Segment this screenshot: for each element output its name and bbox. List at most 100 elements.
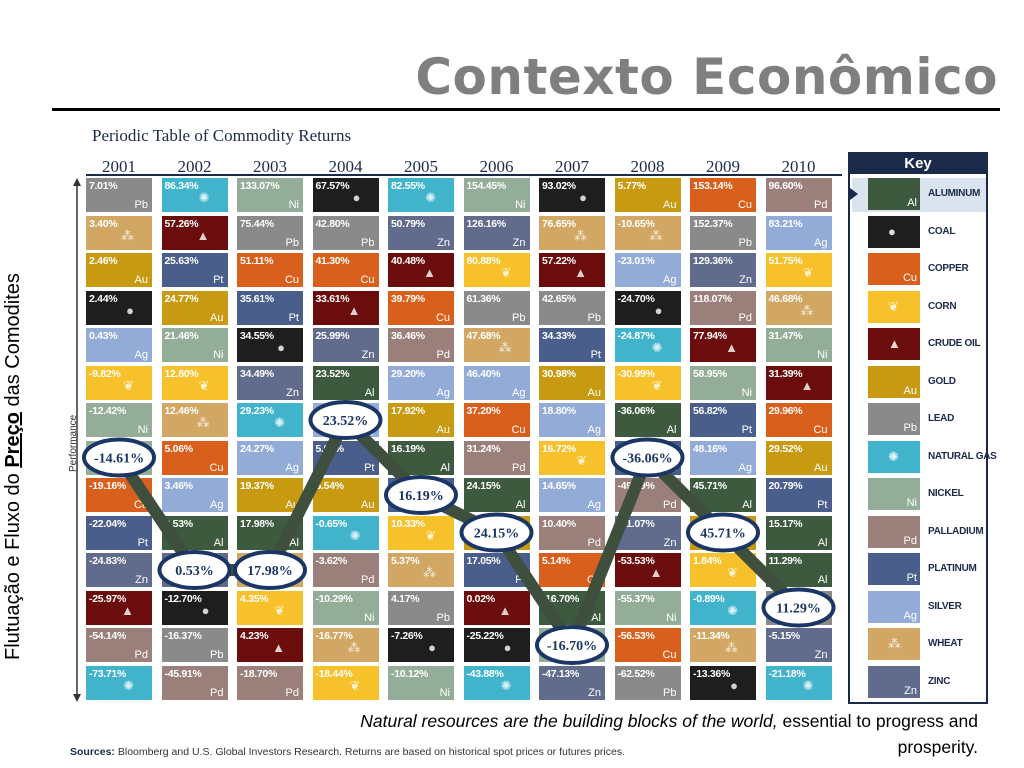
cell-value: -16.37% xyxy=(164,630,202,642)
commodity-cell: 10.33% ❦ xyxy=(388,515,454,550)
commodity-cell: 29.52% Au xyxy=(765,440,832,475)
cell-value: -5.15% xyxy=(768,630,801,642)
cell-value: 12.46% xyxy=(164,405,199,417)
commodity-cell: 77.94% ▲ xyxy=(690,328,756,362)
commodity-cell: 42.80% Pb xyxy=(312,215,379,250)
year-label: 2005 xyxy=(404,157,438,176)
cell-symbol: Zn xyxy=(814,649,828,661)
key-swatch: Zn xyxy=(868,665,920,698)
wheat-icon: ⁂ xyxy=(498,340,512,355)
cell-symbol: Pt xyxy=(741,424,752,436)
commodity-cell: -55.37% Ni xyxy=(614,590,681,625)
year-label: 2006 xyxy=(479,157,514,176)
commodity-cell: 31.39% ▲ xyxy=(765,365,832,400)
corn-icon: ❦ xyxy=(802,265,814,280)
key-swatch: Pb xyxy=(868,403,920,435)
cell-value: -9.82% xyxy=(89,367,121,380)
cell-value: -55.37% xyxy=(617,592,655,605)
cell-value: -13.36% xyxy=(693,667,731,680)
cell-value: -21.18% xyxy=(768,667,806,680)
cell-symbol: Al xyxy=(364,386,375,399)
cell-value: -43.88% xyxy=(466,667,504,680)
commodity-cell: 31.24% Pd xyxy=(463,440,530,475)
cell-value: 10.40% xyxy=(542,517,576,530)
cell-value: 17.05% xyxy=(466,555,501,567)
cell-value: 19.37% xyxy=(240,480,274,492)
highlight-point-label: 16.19% xyxy=(398,489,444,504)
flame-icon: ✺ xyxy=(802,677,814,693)
highlight-point xyxy=(233,550,307,590)
flame-icon: ✺ xyxy=(888,448,899,464)
commodity-cell: 118.07% Pd xyxy=(690,290,756,325)
cell-symbol: Pd xyxy=(587,536,601,549)
oil-drop-icon: ▲ xyxy=(272,640,285,655)
cell-value: 10.33% xyxy=(391,517,425,530)
cell-value: 29.20% xyxy=(391,367,425,380)
cell-symbol: Pd xyxy=(814,199,828,211)
commodity-cell: 96.60% Pd xyxy=(765,178,832,212)
key-swatch: Al xyxy=(868,178,920,210)
commodity-cell: -0.89% ✺ xyxy=(690,590,756,625)
cell-symbol: Au xyxy=(663,199,677,211)
cell-symbol: Al xyxy=(817,574,828,586)
cell-value: -53.53% xyxy=(617,555,655,567)
commodity-cell: 80.88% ❦ xyxy=(463,253,530,287)
commodity-cell: 20.79% Pt xyxy=(765,478,832,512)
cell-value: -25.97% xyxy=(89,592,127,605)
cell-value: -36.06% xyxy=(617,405,655,417)
commodity-cell: 12.80% ❦ xyxy=(161,365,228,400)
cell-value: 133.07% xyxy=(240,180,280,192)
cell-value: -25.22% xyxy=(466,630,504,642)
commodity-cell: -12.70% ● xyxy=(161,590,228,625)
commodity-cell: -9.82% ❦ xyxy=(86,365,152,400)
cell-value: -7.26% xyxy=(391,630,423,642)
key-symbol: Pb xyxy=(903,422,917,434)
wheat-icon: ⁂ xyxy=(574,227,587,243)
cell-value: -18.70% xyxy=(240,667,278,680)
commodity-cell: 10.40% Pd xyxy=(539,515,605,550)
year-label: 2010 xyxy=(781,157,816,176)
cell-symbol: Zn xyxy=(361,349,375,361)
key-name: NICKEL xyxy=(928,488,964,499)
cell-symbol: Al xyxy=(591,611,601,624)
cell-symbol: Ag xyxy=(663,274,677,286)
highlight-point xyxy=(384,475,458,515)
commodity-cell: 152.37% Pb xyxy=(690,215,756,250)
tagline: Natural resources are the building block… xyxy=(278,708,978,760)
highlight-series-line xyxy=(114,414,803,651)
year-label: 2003 xyxy=(253,157,287,176)
commodity-cell: 58.95% Ni xyxy=(690,365,756,400)
commodity-cell: 153.14% Cu xyxy=(690,178,756,212)
commodity-cell: 75.44% Pb xyxy=(237,215,303,250)
commodity-cell: 21.46% Ni xyxy=(161,328,228,362)
cell-value: 2.46% xyxy=(89,255,118,267)
cell-value: -16.70% xyxy=(542,592,580,605)
coal-icon: ● xyxy=(579,190,587,205)
cell-value: 57.26% xyxy=(164,217,199,230)
key-name: SILVER xyxy=(928,600,962,612)
cell-value: 51.11% xyxy=(240,255,274,267)
commodity-cell: -62.52% Pb xyxy=(614,665,681,700)
highlight-point-label: -36.06% xyxy=(622,452,672,467)
highlight-point xyxy=(308,400,383,440)
cell-value: 29.96% xyxy=(768,405,803,417)
cell-symbol: Ag xyxy=(814,236,828,249)
cell-value: -24.83% xyxy=(89,555,127,567)
cell-symbol: Pb xyxy=(134,199,148,211)
commodity-cell: 4.23% ▲ xyxy=(237,628,303,662)
cell-value: 12.80% xyxy=(164,367,199,380)
slide-title: Contexto Econômico xyxy=(415,48,998,106)
key-swatch: Ag xyxy=(868,590,920,623)
key-name: NATURAL GAS xyxy=(928,450,997,462)
cell-symbol: Cu xyxy=(813,424,828,436)
commodity-cell: 30.98% Au xyxy=(539,365,605,400)
coal-icon: ● xyxy=(126,302,134,318)
cell-value: 4.17% xyxy=(391,592,420,605)
commodity-cell: -18.44% ❦ xyxy=(312,665,379,700)
cell-value: -30.99% xyxy=(617,367,655,380)
cell-value: 1.84% xyxy=(693,555,722,567)
sources-note: Sources: Bloomberg and U.S. Global Inves… xyxy=(70,746,625,758)
highlight-point-label: 17.98% xyxy=(247,564,293,579)
coal-icon: ● xyxy=(730,677,738,693)
cell-value: 16.19% xyxy=(391,442,425,455)
